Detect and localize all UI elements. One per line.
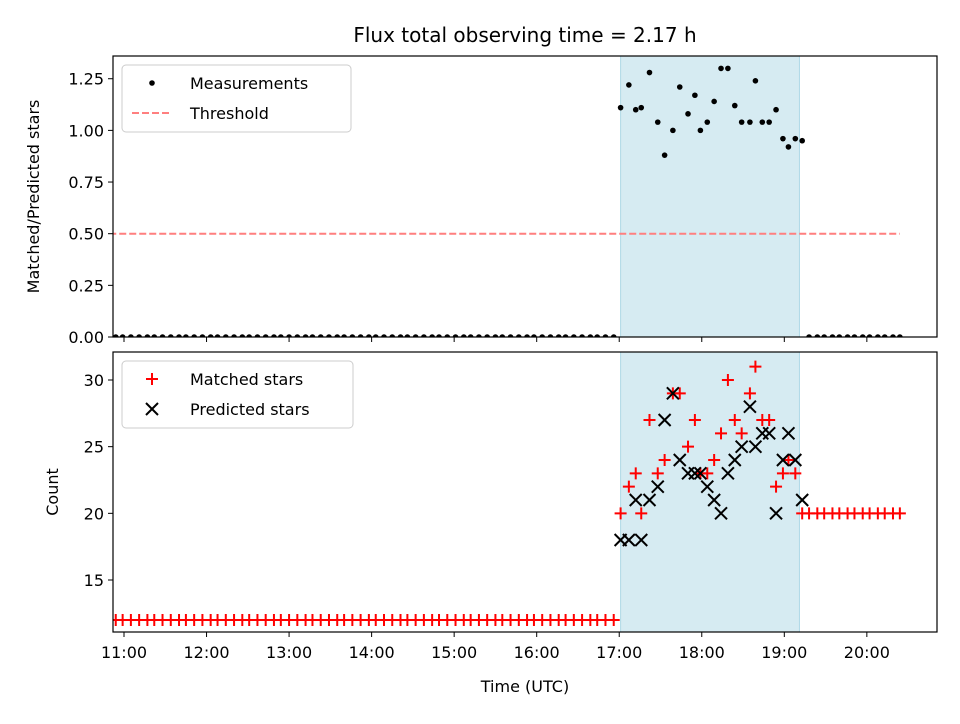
measurement-point xyxy=(786,144,792,150)
bottom-panel: 15 20 25 30 11:00 12:00 13:00 14:00 15:00 16:00 17… xyxy=(43,352,937,696)
matched-star-point xyxy=(608,614,620,626)
chart-title: Flux total observing time = 2.17 h xyxy=(353,23,696,47)
measurement-point xyxy=(662,152,668,158)
bottom-legend: Matched stars Predicted stars xyxy=(122,361,353,428)
flux-chart: 0.00 0.25 0.50 0.75 1.00 1.25 Flux total obser… xyxy=(0,0,960,720)
legend-label: Threshold xyxy=(189,104,269,123)
measurement-point xyxy=(793,136,799,142)
top-ytick-label: 1.00 xyxy=(68,121,104,140)
top-ytick-label: 0.75 xyxy=(68,173,104,192)
measurement-point xyxy=(677,84,683,90)
xtick-label: 13:00 xyxy=(266,643,312,662)
matched-star-point xyxy=(93,614,105,626)
xtick-label: 19:00 xyxy=(761,643,807,662)
top-ytick-label: 1.25 xyxy=(68,70,104,89)
bottom-ylabel: Count xyxy=(43,468,62,516)
top-ytick-label: 0.25 xyxy=(68,276,104,295)
xtick-label: 18:00 xyxy=(679,643,725,662)
matched-star-point xyxy=(101,614,113,626)
xtick-label: 16:00 xyxy=(514,643,560,662)
legend-label: Matched stars xyxy=(190,370,303,389)
measurement-point xyxy=(655,119,661,125)
top-ytick-label: 0.50 xyxy=(68,225,104,244)
legend-label: Measurements xyxy=(190,74,308,93)
measurement-point xyxy=(692,92,698,98)
measurement-point xyxy=(739,119,745,125)
measurement-point xyxy=(725,66,731,72)
measurement-point xyxy=(698,128,704,134)
top-panel: 0.00 0.25 0.50 0.75 1.00 1.25 Flux total obser… xyxy=(24,23,937,347)
top-ytick-label: 0.00 xyxy=(68,328,104,347)
xlabel: Time (UTC) xyxy=(480,677,569,696)
measurement-point xyxy=(638,105,644,111)
measurement-point xyxy=(685,111,691,117)
measurement-point xyxy=(704,119,710,125)
bottom-ytick-label: 25 xyxy=(84,438,104,457)
measurement-point xyxy=(647,70,653,76)
measurement-point xyxy=(718,66,724,72)
measurement-point xyxy=(747,119,753,125)
bottom-highlight-span xyxy=(621,352,800,632)
measurement-point xyxy=(759,119,765,125)
xtick-label: 14:00 xyxy=(349,643,395,662)
measurement-point xyxy=(773,107,779,113)
measurement-point xyxy=(618,105,624,111)
xtick-label: 20:00 xyxy=(844,643,890,662)
measurement-point xyxy=(753,78,759,84)
top-highlight-span xyxy=(621,56,800,337)
xtick-label: 17:00 xyxy=(596,643,642,662)
measurement-point xyxy=(633,107,639,113)
xtick-label: 15:00 xyxy=(431,643,477,662)
matched-star-point xyxy=(894,507,906,519)
measurement-point xyxy=(799,138,805,144)
measurement-point xyxy=(780,136,786,142)
legend-measurement-swatch xyxy=(149,80,155,86)
top-legend: Measurements Threshold xyxy=(122,65,351,132)
measurement-point xyxy=(766,119,772,125)
bottom-ytick-label: 20 xyxy=(84,504,104,523)
xtick-label: 12:00 xyxy=(183,643,229,662)
top-ylabel: Matched/Predicted stars xyxy=(24,100,43,294)
bottom-ytick-label: 30 xyxy=(84,371,104,390)
xtick-label: 11:00 xyxy=(101,643,147,662)
measurement-point xyxy=(670,128,676,134)
measurement-point xyxy=(732,103,738,109)
bottom-ytick-label: 15 xyxy=(84,571,104,590)
measurement-point xyxy=(626,82,632,88)
legend-label: Predicted stars xyxy=(190,400,310,419)
measurement-point xyxy=(711,99,717,105)
